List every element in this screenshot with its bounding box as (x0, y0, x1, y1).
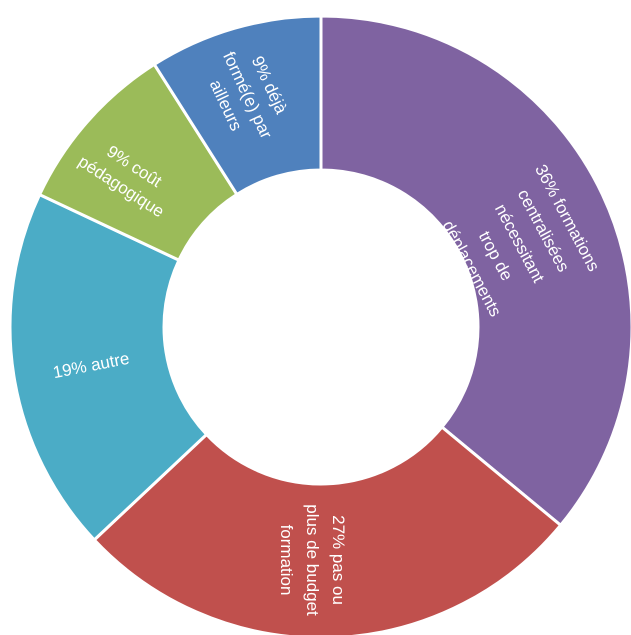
donut-slice-3 (8, 192, 209, 543)
slices-group (8, 14, 631, 635)
slice-label-line: plus de budget (303, 504, 322, 616)
slice-label-line: 27% pas ou (329, 515, 348, 605)
donut-slice-5 (152, 14, 323, 197)
donut-slice-2 (92, 424, 563, 635)
slice-label-line: formation (277, 525, 296, 596)
donut-slice-1 (319, 14, 631, 528)
slice-label-2: 27% pas ou plus de budget formation (277, 504, 348, 616)
